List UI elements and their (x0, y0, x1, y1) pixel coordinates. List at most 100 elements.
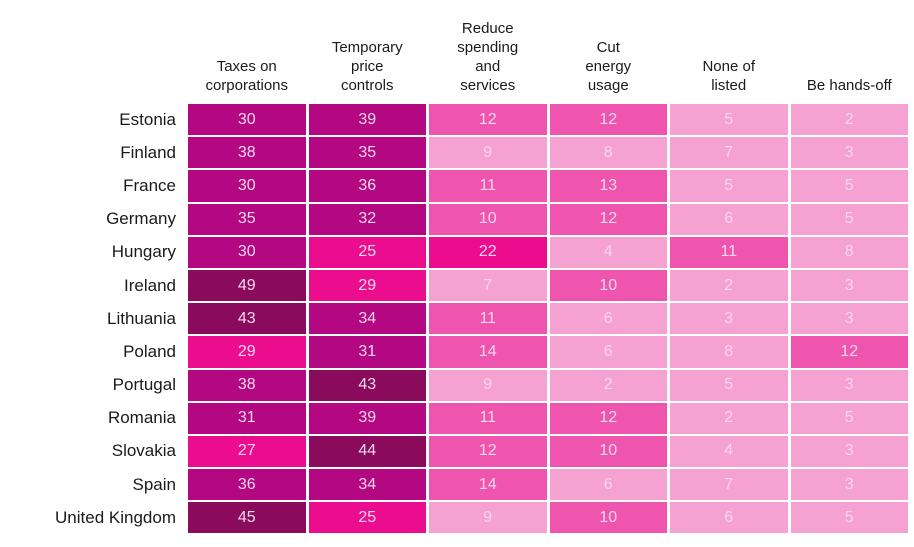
heatmap-cell-ireland-2: 7 (429, 269, 547, 302)
heatmap-cell-spain-5: 3 (790, 469, 908, 501)
heatmap-cell-spain-2: 14 (429, 469, 547, 501)
heatmap-cell-ireland-0: 49 (188, 269, 306, 302)
row-label-france: France (123, 175, 176, 195)
heatmap-cell-portugal-0: 38 (188, 369, 306, 401)
heatmap-cell-romania-4: 2 (670, 402, 788, 434)
row-label-slovakia: Slovakia (111, 441, 176, 461)
heatmap-cell-ireland-4: 2 (670, 269, 788, 302)
heatmap-cell-spain-0: 36 (188, 469, 306, 501)
row-label-united-kingdom: United Kingdom (55, 507, 176, 527)
heatmap-cell-spain-1: 34 (308, 469, 426, 501)
heatmap-cell-portugal-2: 9 (429, 369, 547, 401)
heatmap-cell-portugal-5: 3 (790, 369, 908, 401)
heatmap-cell-hungary-2: 22 (429, 236, 547, 268)
heatmap-cell-romania-3: 12 (549, 402, 667, 434)
heatmap-cell-france-1: 36 (308, 170, 426, 202)
heatmap-cell-france-4: 5 (670, 170, 788, 202)
heatmap-cell-slovakia-5: 3 (790, 435, 908, 468)
heatmap-cell-poland-2: 14 (429, 336, 547, 368)
heatmap-cell-united-kingdom-2: 9 (429, 502, 547, 534)
heatmap-cell-finland-0: 38 (188, 137, 306, 169)
heatmap-cell-united-kingdom-0: 45 (188, 502, 306, 534)
heatmap-cell-portugal-3: 2 (549, 369, 667, 401)
heatmap-cell-germany-1: 32 (308, 203, 426, 235)
heatmap-cell-spain-3: 6 (549, 469, 667, 501)
column-header-reduce-spending-and-services: Reduce spending and services (457, 20, 519, 94)
heatmap-cell-france-3: 13 (549, 170, 667, 202)
heatmap-cell-portugal-4: 5 (670, 369, 788, 401)
heatmap-cell-finland-5: 3 (790, 137, 908, 169)
column-header-cut-energy-usage: Cut energy usage (585, 39, 632, 94)
heatmap-cell-hungary-0: 30 (188, 236, 306, 268)
row-label-finland: Finland (120, 142, 176, 162)
heatmap-cell-ireland-1: 29 (308, 269, 426, 302)
heatmap-cell-lithuania-2: 11 (429, 303, 547, 335)
heatmap-cell-finland-1: 35 (308, 137, 426, 169)
heatmap-cell-finland-4: 7 (670, 137, 788, 169)
heatmap-cell-slovakia-2: 12 (429, 435, 547, 468)
heatmap-cell-slovakia-3: 10 (549, 435, 667, 468)
row-label-germany: Germany (106, 209, 176, 229)
heatmap-cell-romania-1: 39 (308, 402, 426, 434)
heatmap-cell-romania-5: 5 (790, 402, 908, 434)
heatmap-cell-ireland-5: 3 (790, 269, 908, 302)
heatmap-cell-estonia-3: 12 (549, 104, 667, 136)
heatmap-cell-spain-4: 7 (670, 469, 788, 501)
heatmap-cell-hungary-4: 11 (670, 236, 788, 268)
row-label-lithuania: Lithuania (106, 308, 176, 328)
row-label-spain: Spain (132, 474, 176, 494)
heatmap-cell-ireland-3: 10 (549, 269, 667, 302)
heatmap-cell-slovakia-1: 44 (308, 435, 426, 468)
row-label-romania: Romania (107, 408, 176, 428)
heatmap-cell-poland-4: 8 (670, 336, 788, 368)
heatmap-cell-united-kingdom-4: 6 (670, 502, 788, 534)
heatmap-cell-estonia-2: 12 (429, 104, 547, 136)
heatmap-cell-estonia-1: 39 (308, 104, 426, 136)
heatmap-cell-lithuania-5: 3 (790, 303, 908, 335)
heatmap-cell-poland-0: 29 (188, 336, 306, 368)
heatmap-cell-estonia-0: 30 (188, 104, 306, 136)
heatmap-cell-romania-0: 31 (188, 402, 306, 434)
row-label-ireland: Ireland (124, 275, 176, 295)
row-label-estonia: Estonia (119, 109, 176, 129)
heatmap-cell-germany-3: 12 (549, 203, 667, 235)
column-header-none-of-listed: None of listed (702, 58, 756, 94)
row-label-poland: Poland (123, 341, 176, 361)
heatmap-cell-lithuania-0: 43 (188, 303, 306, 335)
heatmap-cell-germany-4: 6 (670, 203, 788, 235)
heatmap-cell-france-0: 30 (188, 170, 306, 202)
heatmap-cell-france-5: 5 (790, 170, 908, 202)
heatmap-cell-germany-2: 10 (429, 203, 547, 235)
heatmap-cell-france-2: 11 (429, 170, 547, 202)
heatmap-cell-estonia-5: 2 (790, 104, 908, 136)
row-label-hungary: Hungary (111, 242, 176, 262)
heatmap-cell-germany-0: 35 (188, 203, 306, 235)
row-label-portugal: Portugal (112, 375, 176, 395)
heatmap-cell-poland-5: 12 (790, 336, 908, 368)
heatmap-cell-romania-2: 11 (429, 402, 547, 434)
heatmap-cell-finland-2: 9 (429, 137, 547, 169)
heatmap-cell-lithuania-3: 6 (549, 303, 667, 335)
heatmap-cell-lithuania-1: 34 (308, 303, 426, 335)
heatmap-cell-hungary-1: 25 (308, 236, 426, 268)
column-header-taxes-on-corporations: Taxes on corporations (205, 58, 289, 94)
heatmap-cell-united-kingdom-3: 10 (549, 502, 667, 534)
heatmap-cell-germany-5: 5 (790, 203, 908, 235)
heatmap-cell-poland-1: 31 (308, 336, 426, 368)
column-header-be-hands-off: Be hands-off (806, 77, 892, 94)
heatmap-cell-poland-3: 6 (549, 336, 667, 368)
corner-spacer (2, 6, 185, 102)
heatmap-cell-portugal-1: 43 (308, 369, 426, 401)
heatmap-cell-hungary-3: 4 (549, 236, 667, 268)
heatmap-cell-slovakia-4: 4 (670, 435, 788, 468)
heatmap-cell-estonia-4: 5 (670, 104, 788, 136)
heatmap-cell-slovakia-0: 27 (188, 435, 306, 468)
heatmap-cell-united-kingdom-5: 5 (790, 502, 908, 534)
heatmap-cell-finland-3: 8 (549, 137, 667, 169)
heatmap-cell-hungary-5: 8 (790, 236, 908, 268)
heatmap-cell-lithuania-4: 3 (670, 303, 788, 335)
heatmap-grid: Taxes on corporations Temporary price con… (2, 6, 908, 534)
column-header-temporary-price-controls: Temporary price controls (331, 39, 403, 94)
heatmap-cell-united-kingdom-1: 25 (308, 502, 426, 534)
